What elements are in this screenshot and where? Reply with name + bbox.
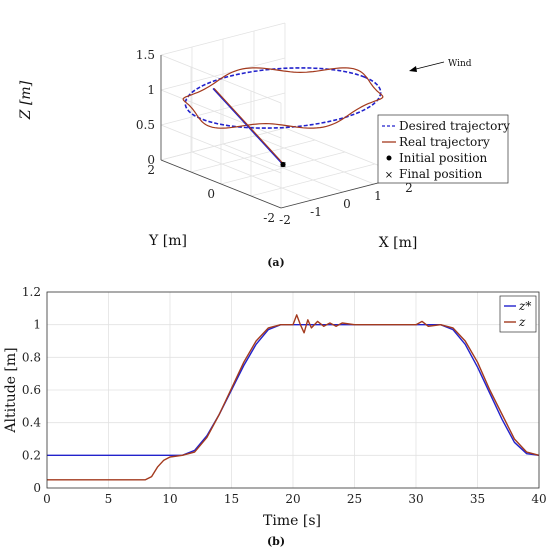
y-tick-label: 1.2 [22,285,41,299]
real-trajectory-line [182,67,384,129]
y-tick-label: 0 [33,481,41,495]
real-takeoff-line [213,88,285,165]
x-tick-label: 30 [408,492,423,506]
legend-final-label: Final position [399,167,482,181]
desired-takeoff-line [212,87,284,166]
floor-grid-line [190,139,316,173]
y-tick-label: 0.2 [22,448,41,462]
x-tick-label: 20 [285,492,300,506]
legend-z-label: z [518,315,526,329]
wind-arrow-icon [411,61,445,71]
x-axis-label-time: Time [s] [263,513,321,529]
z-tick-label: 0.5 [136,118,155,132]
x-tick-label: 0 [343,197,351,211]
axes-3d [160,55,406,209]
x-tick-label: -1 [310,205,322,219]
y-tick-label: 0 [207,187,215,201]
ticks-2d: 0 5 10 15 20 25 30 35 40 0 0.2 0.4 0.6 0.8 1 1.2 [22,285,547,506]
y-tick-label: 0.8 [22,350,41,364]
x-tick-label: 10 [162,492,177,506]
caption-b: (b) [267,535,285,548]
legend-box [377,114,509,184]
legend-initial-dot-icon [386,155,392,161]
y-tick-label: 2 [147,163,155,177]
y-axis-line [160,159,282,209]
y-tick-label: -2 [263,211,275,225]
x-tick-label: -2 [279,213,291,227]
series-2d [47,314,540,481]
legend-zstar-label: z* [518,299,531,313]
x-tick-label: 35 [470,492,485,506]
y-tick-label: 1 [33,318,41,332]
x-tick-label: 15 [224,492,239,506]
legend-2d: z* z [499,295,537,333]
x-axis-label: X [m] [379,235,418,251]
legend-initial-label: Initial position [399,151,488,165]
z-series-line [47,314,540,481]
legend-box-2d [499,295,537,333]
x-tick-label: 0 [43,492,51,506]
y-tick-label: 0.6 [22,383,41,397]
wind-label: Wind [448,59,472,69]
wind-arrowhead-icon [409,66,417,72]
y-tick-label: 0.4 [22,416,41,430]
z-tick-label: 1.5 [136,48,155,62]
plot-frame [46,291,540,489]
panel-altitude: 0 5 10 15 20 25 30 35 40 0 0.2 0.4 0.6 0.8 1 1.2 Time [… [3,285,547,548]
y-axis-label: Y [m] [148,233,187,249]
z-axis-label: Z [m] [18,80,34,120]
x-tick-label: 2 [405,181,413,195]
z-tick-label: 1 [147,83,155,97]
floor-grid-line [250,163,376,197]
initial-position-marker [280,161,286,168]
floor-grid-line [220,151,346,185]
legend-final-cross-icon: × [385,170,393,181]
z-tick-label: 0 [147,153,155,167]
y-axis-label-altitude: Altitude [m] [3,347,19,433]
legend-3d: Desired trajectory Real trajectory Initi… [377,114,510,184]
desired-trajectory-line [184,67,382,129]
legend-real-label: Real trajectory [399,135,490,149]
legend-desired-label: Desired trajectory [399,119,510,133]
x-tick-label: 5 [105,492,113,506]
final-position-marker: × [279,161,287,171]
series-3d: × [182,67,384,171]
x-tick-label: 25 [347,492,362,506]
caption-a: (a) [267,256,285,269]
wind-annotation: Wind [409,59,472,72]
x-tick-label: 1 [374,189,382,203]
x-tick-label: 40 [531,492,546,506]
